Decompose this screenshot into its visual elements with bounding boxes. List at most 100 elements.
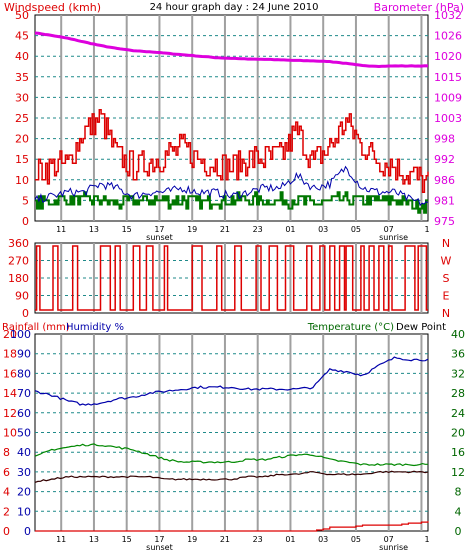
direction-series-line	[35, 191, 428, 214]
humidity-tick-label: 100	[10, 328, 31, 341]
rainfall-tick-label: 10	[3, 427, 17, 440]
windspeed-tick-label: 35	[15, 71, 29, 84]
windspeed-tick-label: 10	[15, 174, 29, 187]
barometer-tick-label: 1003	[434, 112, 462, 125]
humidity-temperature-panel: 0246810121416182001020304050607080901000…	[3, 328, 465, 552]
direction-degree-tick-label: 180	[8, 272, 29, 285]
direction-degree-tick-label: 90	[15, 290, 29, 303]
hour-tick-label: 07	[384, 225, 394, 234]
humidity-tick-label: 50	[17, 427, 31, 440]
direction-degree-tick-label: 0	[22, 307, 29, 320]
hour-tick-label: 19	[187, 225, 197, 234]
temperature-tick-label: 12	[451, 466, 465, 479]
hour-tick-label: 03	[318, 225, 328, 234]
sunset-label: sunset	[146, 233, 173, 242]
windspeed-tick-label: 20	[15, 133, 29, 146]
windspeed-tick-label: 15	[15, 153, 29, 166]
average-series-line	[34, 165, 429, 207]
direction-degree-tick-label: 270	[8, 255, 29, 268]
rainfall-tick-label: 0	[3, 525, 10, 538]
plot-frame	[34, 333, 429, 532]
windspeed-tick-label: 30	[15, 91, 29, 104]
rainfall-tick-label: 18	[3, 348, 17, 361]
humidity-tick-label: 80	[17, 367, 31, 380]
hour-tick-label: 23	[253, 535, 263, 544]
dew-point-axis-label: Dew Point	[396, 322, 446, 333]
temperature-tick-label: 36	[451, 348, 465, 361]
sunrise-label: sunrise	[379, 543, 408, 552]
hour-tick-label: 11	[56, 225, 66, 234]
hour-tick-label: 21	[220, 535, 230, 544]
rainfall-series-line	[35, 521, 429, 532]
hour-tick-label: 05	[351, 535, 361, 544]
hour-tick-label: 11	[56, 535, 66, 544]
hour-tick-label: 15	[122, 225, 132, 234]
direction-degree-tick-label: 360	[8, 237, 29, 250]
hour-tick-label: 19	[187, 535, 197, 544]
sunrise-label: sunrise	[379, 233, 408, 242]
windspeed-tick-label: 40	[15, 50, 29, 63]
temperature-tick-label: 16	[451, 446, 465, 459]
humidity-tick-label: 10	[17, 505, 31, 518]
rainfall-tick-label: 8	[3, 446, 10, 459]
humidity-tick-label: 20	[17, 486, 31, 499]
humidity-tick-label: 0	[24, 525, 31, 538]
temperature-axis-label: Temperature (°C)	[307, 322, 394, 333]
direction-compass-tick-label: W	[441, 255, 452, 268]
windspeed-tick-label: 25	[15, 112, 29, 125]
humidity-tick-label: 30	[17, 466, 31, 479]
hour-tick-label: 17	[154, 535, 164, 544]
barometer-tick-label: 1015	[434, 71, 462, 84]
temperature-tick-label: 28	[451, 387, 465, 400]
rainfall-tick-label: 6	[3, 466, 10, 479]
humidity-axis-label: Humidity %	[66, 322, 124, 333]
hour-tick-label: 13	[89, 225, 99, 234]
gust-series-line	[35, 109, 429, 193]
humidity-tick-label: 40	[17, 446, 31, 459]
rainfall-tick-label: 16	[3, 367, 17, 380]
windspeed-axis-label: Windspeed (kmh)	[4, 1, 101, 14]
windspeed-tick-label: 5	[22, 194, 29, 207]
barometer-tick-label: 1032	[434, 9, 462, 22]
temperature-tick-label: 24	[451, 407, 465, 420]
hour-tick-label: 1	[424, 225, 429, 234]
hour-tick-label: 21	[220, 225, 230, 234]
temperature-tick-label: 8	[455, 486, 462, 499]
barometer-series-line	[34, 31, 429, 69]
rainfall-tick-label: 12	[3, 407, 17, 420]
sunset-label: sunset	[146, 543, 173, 552]
temperature-tick-label: 0	[455, 525, 462, 538]
humidity-tick-label: 90	[17, 348, 31, 361]
direction-compass-tick-label: E	[443, 290, 450, 303]
barometer-tick-label: 981	[434, 194, 455, 207]
rainfall-axis-label: Rainfall (mm)	[2, 322, 70, 333]
temperature-series-line	[34, 443, 428, 467]
humidity-tick-label: 60	[17, 407, 31, 420]
hour-tick-label: 23	[253, 225, 263, 234]
hour-tick-label: 01	[285, 535, 295, 544]
wind-direction-series-line	[35, 245, 428, 311]
barometer-tick-label: 1026	[434, 30, 462, 43]
dew-point-series-line	[34, 470, 429, 483]
hour-tick-label: 01	[285, 225, 295, 234]
rainfall-tick-label: 20	[3, 328, 17, 341]
hour-tick-label: 13	[89, 535, 99, 544]
barometer-tick-label: 998	[434, 133, 455, 146]
temperature-tick-label: 32	[451, 367, 465, 380]
hour-tick-label: 17	[154, 225, 164, 234]
temperature-tick-label: 20	[451, 427, 465, 440]
hour-tick-label: 1	[424, 535, 429, 544]
rainfall-tick-label: 2	[3, 505, 10, 518]
humidity-tick-label: 70	[17, 387, 31, 400]
windspeed-tick-label: 50	[15, 9, 29, 22]
barometer-axis-label: Barometer (hPa)	[374, 1, 464, 14]
temperature-tick-label: 4	[455, 505, 462, 518]
direction-compass-tick-label: N	[442, 307, 450, 320]
windspeed-tick-label: 0	[22, 215, 29, 228]
direction-compass-tick-label: S	[443, 272, 450, 285]
plot-frame	[34, 14, 429, 222]
rainfall-tick-label: 4	[3, 486, 10, 499]
direction-compass-tick-label: N	[442, 237, 450, 250]
